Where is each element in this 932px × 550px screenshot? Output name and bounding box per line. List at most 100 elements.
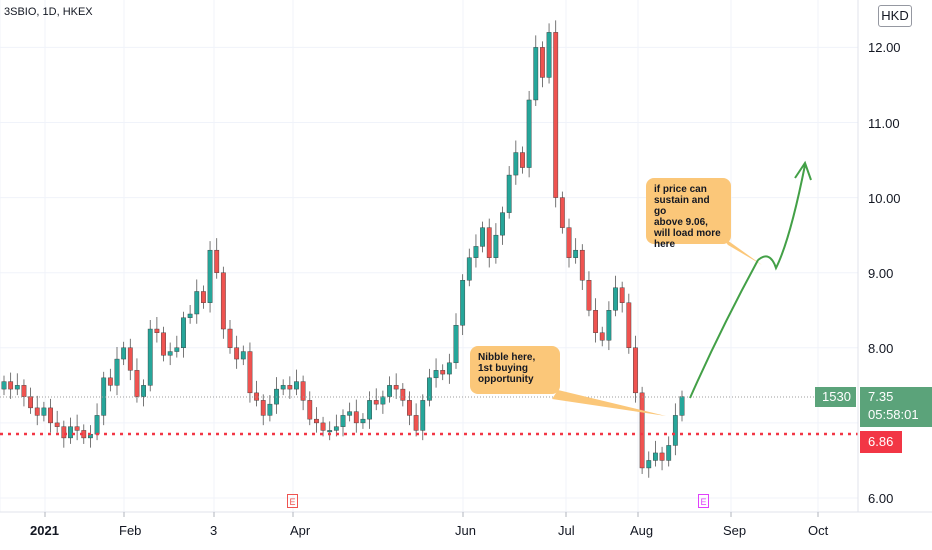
candlestick-series: [1, 20, 685, 478]
callout-line: sustain and go: [654, 195, 710, 217]
candle-body: [107, 377, 113, 386]
candle-body: [234, 347, 240, 360]
candle-body: [387, 385, 392, 397]
price-label: 12.00: [868, 40, 901, 55]
candle-body: [260, 400, 266, 416]
callout-line: opportunity: [478, 374, 534, 385]
callout-line: above 9.06,: [654, 217, 708, 228]
earnings-marker[interactable]: E: [287, 494, 298, 508]
candle-body: [599, 332, 605, 341]
bar-countdown: 05:58:01: [868, 407, 919, 422]
symbol-title[interactable]: 3SBIO, 1D, HKEX: [4, 6, 93, 18]
candle-body: [446, 362, 452, 375]
candle-body: [473, 246, 479, 258]
candle-body: [294, 381, 299, 390]
time-label: 2021: [30, 523, 59, 538]
last-volume-tag: 1530: [822, 389, 851, 404]
candle-body: [94, 415, 100, 435]
callout-line: Nibble here,: [478, 352, 536, 363]
candle-body: [407, 400, 412, 416]
callout-line: if price can: [654, 184, 707, 195]
candle-body: [48, 407, 53, 424]
load-more-callout[interactable]: if price can sustain and go above 9.06, …: [646, 178, 731, 250]
candle-body: [440, 370, 446, 375]
nibble-pointer: [552, 390, 666, 416]
candle-body: [360, 418, 366, 424]
currency-button[interactable]: HKD: [878, 5, 912, 27]
candle-body: [513, 152, 519, 176]
candle-body: [460, 280, 466, 326]
load-pointer: [720, 235, 762, 265]
candle-body: [553, 32, 559, 198]
candle-body: [280, 385, 286, 390]
candle-body: [380, 396, 386, 405]
time-label: Jul: [558, 523, 575, 538]
candle-body: [333, 426, 339, 431]
earnings-marker[interactable]: E: [698, 494, 709, 508]
support-price-tag: 6.86: [868, 434, 894, 449]
candle-body: [340, 415, 346, 427]
candle-body: [174, 347, 180, 352]
callout-line: 1st buying: [478, 363, 529, 374]
candle-body: [287, 385, 293, 390]
candle-body: [486, 227, 492, 258]
candle-body: [526, 99, 532, 168]
candle-body: [493, 234, 499, 258]
candle-body: [240, 351, 246, 360]
candle-body: [68, 426, 73, 439]
grid-lines: [0, 0, 858, 512]
candle-body: [646, 460, 652, 469]
candle-body: [639, 392, 645, 469]
candle-body: [147, 328, 153, 386]
candle-body: [666, 445, 672, 461]
candle-body: [533, 47, 539, 101]
candle-body: [586, 280, 592, 311]
time-label: Jun: [455, 523, 476, 538]
candle-body: [500, 212, 505, 236]
candle-body: [520, 152, 525, 168]
candle-body: [433, 370, 439, 379]
candle-body: [540, 47, 545, 78]
candle-body: [61, 426, 67, 439]
candle-body: [21, 385, 27, 397]
candle-body: [453, 325, 459, 364]
candle-body: [480, 227, 485, 247]
candle-body: [214, 249, 220, 273]
last-price-tag-bg: [860, 387, 932, 427]
projection-arrow: [689, 160, 812, 399]
support-tag-bg: [860, 431, 902, 453]
candle-body: [320, 422, 326, 431]
candle-body: [8, 381, 14, 390]
candle-body: [559, 197, 565, 228]
candle-body: [314, 418, 319, 424]
candle-body: [194, 291, 200, 315]
last-price-volume-bg: [815, 387, 856, 407]
price-label: 6.00: [868, 491, 894, 506]
time-label: Oct: [808, 523, 829, 538]
candle-body: [141, 385, 146, 397]
candle-body: [220, 272, 226, 330]
time-label: Apr: [290, 523, 311, 538]
nibble-callout[interactable]: Nibble here, 1st buying opportunity: [470, 346, 560, 394]
candle-body: [420, 400, 426, 431]
candle-body: [327, 430, 333, 433]
candle-body: [579, 249, 585, 281]
candle-body: [187, 313, 193, 318]
candle-body: [167, 351, 173, 356]
time-ticks: [44, 512, 819, 517]
candle-body: [41, 407, 47, 416]
candle-body: [613, 287, 618, 311]
candle-body: [427, 377, 432, 401]
candle-body: [373, 400, 379, 405]
callout-line: will load more: [654, 228, 721, 239]
candle-body: [679, 396, 685, 416]
candle-body: [267, 403, 273, 416]
candle-body: [619, 287, 625, 303]
candle-body: [1, 381, 7, 390]
candle-body: [300, 381, 306, 401]
time-label: Sep: [723, 523, 747, 538]
candle-body: [347, 411, 353, 416]
price-label: 8.00: [868, 341, 894, 356]
candle-body: [201, 291, 206, 303]
